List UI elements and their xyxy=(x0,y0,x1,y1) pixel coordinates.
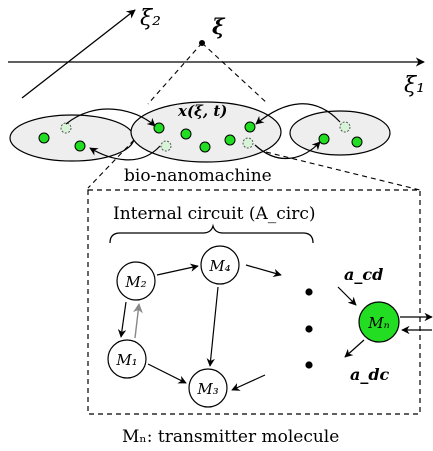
node-m4 xyxy=(200,245,240,285)
node-m1 xyxy=(107,339,147,379)
molecule xyxy=(244,121,256,133)
transport-arrow xyxy=(65,108,156,127)
node-m4-label: M₄ xyxy=(208,257,230,275)
xi2-axis xyxy=(21,9,136,99)
ellipsis-dot xyxy=(305,325,313,333)
xi1-label: ξ₁ xyxy=(404,73,425,98)
edge-m4-m3 xyxy=(206,286,219,367)
molecule xyxy=(339,121,351,133)
node-mn-label: Mₙ xyxy=(367,314,389,332)
projection-line-box-left xyxy=(87,139,135,189)
edge-m1-m3 xyxy=(147,363,187,384)
node-m1-label: M₁ xyxy=(115,351,137,369)
edge-m4-out xyxy=(245,264,282,277)
molecule xyxy=(160,140,172,152)
molecule xyxy=(180,128,192,140)
node-m2 xyxy=(116,261,156,301)
molecule xyxy=(318,133,330,145)
node-mn xyxy=(358,301,400,343)
ellipsis-dot xyxy=(305,361,313,369)
a-dc-arrow xyxy=(344,339,365,358)
bio-nanomachine-caption: bio-nanomachine xyxy=(124,166,272,186)
projection-line-left xyxy=(147,42,203,105)
transport-arrow xyxy=(254,141,321,160)
concentration-label: x(ξ, t) xyxy=(177,102,227,120)
molecule xyxy=(153,122,165,134)
molecule xyxy=(199,141,211,153)
transport-arrow xyxy=(89,145,161,161)
transport-arrow xyxy=(255,103,341,125)
node-m3-label: M₃ xyxy=(196,380,218,398)
edge-in-m3 xyxy=(231,374,266,391)
projection-line-right xyxy=(201,42,269,105)
molecule xyxy=(38,132,50,144)
circuit-brace xyxy=(109,223,314,244)
edge-m1-m2 xyxy=(133,303,143,339)
circuit-title: Internal circuit (A_circ) xyxy=(113,204,315,224)
left-cell xyxy=(9,114,135,162)
projection-line-box-right xyxy=(265,151,421,191)
edge-m2-m4 xyxy=(156,263,199,276)
a-cd-label: a_cd xyxy=(344,265,383,284)
transmitter-caption: Mₙ: transmitter molecule xyxy=(122,427,339,447)
xi2-label: ξ₂ xyxy=(140,6,161,31)
molecule xyxy=(242,137,254,149)
node-m2-label: M₂ xyxy=(124,273,146,291)
node-m3 xyxy=(188,368,228,408)
molecule xyxy=(60,122,72,134)
ellipsis-dot xyxy=(305,288,313,296)
molecule xyxy=(351,136,363,148)
circuit-box xyxy=(87,189,421,415)
a-cd-arrow xyxy=(337,286,357,306)
right-cell xyxy=(289,110,391,156)
a-dc-label: a_dc xyxy=(350,365,390,384)
xi-label: ξ xyxy=(212,14,226,39)
molecule xyxy=(74,140,86,152)
molecule xyxy=(224,134,236,146)
edge-m2-m1 xyxy=(117,301,127,338)
